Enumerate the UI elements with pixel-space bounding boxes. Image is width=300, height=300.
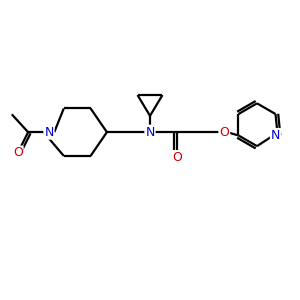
Text: O: O	[13, 146, 23, 160]
Text: N: N	[145, 126, 155, 139]
Text: N: N	[271, 129, 280, 142]
Text: O: O	[219, 126, 229, 139]
Text: N: N	[44, 126, 54, 139]
Text: O: O	[172, 151, 182, 164]
